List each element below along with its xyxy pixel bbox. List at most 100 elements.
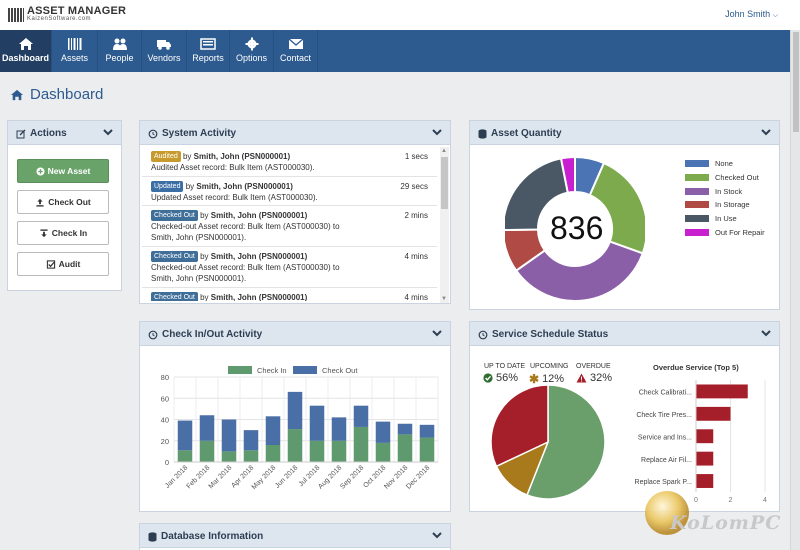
overdue-service-title: Overdue Service (Top 5) — [653, 363, 739, 372]
activity-row[interactable]: Audited by Smith, John (PSN000001) 1 sec… — [142, 147, 437, 177]
bar-check-out[interactable] — [353, 405, 369, 427]
check-in-button[interactable]: Check In — [17, 221, 109, 245]
overdue-bar[interactable] — [696, 406, 731, 421]
legend-item[interactable]: Out For Repair — [685, 228, 765, 237]
bar-check-in[interactable] — [265, 445, 281, 462]
bar-check-in[interactable] — [375, 442, 391, 462]
activity-row[interactable]: Updated by Smith, John (PSN000001) 29 se… — [142, 177, 437, 206]
user-menu[interactable]: John Smith ⌵ — [725, 9, 778, 20]
top-bar: ASSET MANAGER KaizenSoftware.com John Sm… — [0, 0, 800, 30]
donut-slice-in-storage[interactable] — [505, 228, 547, 273]
service-schedule-header[interactable]: Service Schedule Status — [470, 322, 779, 346]
legend-item[interactable]: None — [685, 159, 733, 168]
x-tick-label: Mar 2018 — [208, 464, 234, 490]
activity-scrollbar[interactable]: ▲ ▼ — [440, 147, 449, 303]
bar-check-out[interactable] — [177, 420, 193, 451]
chevron-down-icon[interactable] — [432, 530, 442, 540]
bar-check-out[interactable] — [221, 419, 237, 452]
legend-item[interactable]: In Storage — [685, 200, 750, 209]
overdue-bar[interactable] — [696, 474, 714, 488]
service-schedule-panel: Service Schedule Status UP TO DATE 56% U… — [469, 321, 780, 512]
bar-check-in[interactable] — [353, 426, 369, 462]
overdue-bar[interactable] — [696, 429, 714, 444]
nav-contact[interactable]: Contact — [274, 30, 318, 72]
bar-check-out[interactable] — [331, 417, 347, 441]
legend-label: In Stock — [715, 186, 743, 196]
nav-label: People — [105, 53, 134, 63]
bar-check-out[interactable] — [397, 423, 413, 435]
y-category-label: Replace Spark P... — [635, 479, 693, 486]
nav-assets[interactable]: Assets — [52, 30, 98, 72]
chevron-down-icon[interactable] — [103, 127, 113, 137]
app-logo[interactable]: ASSET MANAGER KaizenSoftware.com — [8, 6, 126, 23]
donut-slice-in-stock[interactable] — [514, 240, 645, 302]
legend-item[interactable]: Checked Out — [685, 173, 759, 182]
asterisk-icon: ✱ — [529, 372, 540, 386]
legend-label: Check Out — [322, 366, 358, 375]
system-activity-header[interactable]: System Activity — [140, 121, 450, 145]
activity-time: 2 mins — [404, 211, 428, 220]
nav-options[interactable]: Options — [230, 30, 274, 72]
new-asset-button[interactable]: New Asset — [17, 159, 109, 183]
bar-check-in[interactable] — [397, 434, 413, 462]
bar-check-in[interactable] — [309, 440, 325, 462]
check-out-button[interactable]: Check Out — [17, 190, 109, 214]
chevron-down-icon[interactable] — [432, 127, 442, 137]
bar-check-in[interactable] — [221, 451, 237, 462]
bar-check-in[interactable] — [419, 437, 435, 462]
bar-check-out[interactable] — [375, 421, 391, 443]
bar-check-out[interactable] — [243, 430, 259, 451]
overdue-bar[interactable] — [696, 384, 748, 399]
bar-check-out[interactable] — [419, 424, 435, 438]
page-scrollbar[interactable] — [790, 30, 800, 550]
bar-check-out[interactable] — [309, 405, 325, 441]
plus-circle-icon — [36, 166, 45, 176]
checkinout-header[interactable]: Check In/Out Activity — [140, 322, 450, 346]
y-category-label: Check Calibrati... — [639, 390, 692, 397]
activity-time: 4 mins — [404, 293, 428, 301]
audit-button[interactable]: Audit — [17, 252, 109, 276]
activity-row[interactable]: Checked Out by Smith, John (PSN000001) 4… — [142, 247, 437, 288]
bar-check-out[interactable] — [199, 415, 215, 441]
donut-slice-out-for-repair[interactable] — [559, 155, 576, 194]
nav-people[interactable]: People — [98, 30, 142, 72]
page-scrollbar-thumb[interactable] — [793, 32, 799, 132]
bar-check-in[interactable] — [199, 440, 215, 462]
nav-label: Contact — [279, 53, 312, 63]
chevron-down-icon[interactable] — [432, 328, 442, 338]
new-asset-label: New Asset — [47, 166, 91, 176]
asset-quantity-header[interactable]: Asset Quantity — [470, 121, 779, 145]
bar-check-out[interactable] — [265, 416, 281, 445]
activity-row[interactable]: Checked Out by Smith, John (PSN000001) 2… — [142, 206, 437, 247]
chevron-down-icon[interactable] — [761, 328, 771, 338]
overdue-value: 32% — [590, 372, 613, 384]
chevron-down-icon: ⌵ — [772, 12, 778, 19]
legend-item[interactable]: In Use — [685, 214, 737, 223]
activity-row[interactable]: Checked Out by Smith, John (PSN000001) 4… — [142, 288, 437, 301]
page-title: Dashboard — [10, 86, 103, 103]
legend-item[interactable]: In Stock — [685, 187, 742, 196]
scroll-down-icon[interactable]: ▼ — [441, 296, 447, 302]
upcoming-label: UPCOMING — [530, 363, 569, 370]
scroll-up-icon[interactable]: ▲ — [441, 148, 447, 154]
database-info-header[interactable]: Database Information — [140, 524, 450, 548]
activity-user: Smith, John (PSN000001) — [210, 293, 308, 301]
bar-check-in[interactable] — [331, 440, 347, 462]
chevron-down-icon[interactable] — [761, 127, 771, 137]
activity-scrollbar-thumb[interactable] — [441, 157, 448, 209]
bar-check-in[interactable] — [177, 450, 193, 462]
donut-slice-checked-out[interactable] — [588, 161, 645, 255]
nav-vendors[interactable]: Vendors — [142, 30, 187, 72]
activity-detail: Smith, John (PSN000001). — [151, 274, 247, 283]
bar-check-in[interactable] — [243, 450, 259, 462]
pie-slice-overdue[interactable] — [490, 384, 549, 468]
activity-badge: Updated — [151, 181, 184, 192]
nav-reports[interactable]: Reports — [187, 30, 230, 72]
overdue-bar[interactable] — [696, 451, 714, 466]
nav-dashboard[interactable]: Dashboard — [0, 30, 52, 72]
activity-badge: Checked Out — [151, 210, 198, 221]
bar-check-out[interactable] — [287, 391, 303, 430]
bar-check-in[interactable] — [287, 429, 303, 462]
pie-slice-up-to-date[interactable] — [526, 384, 606, 500]
actions-panel-header[interactable]: Actions — [8, 121, 121, 145]
